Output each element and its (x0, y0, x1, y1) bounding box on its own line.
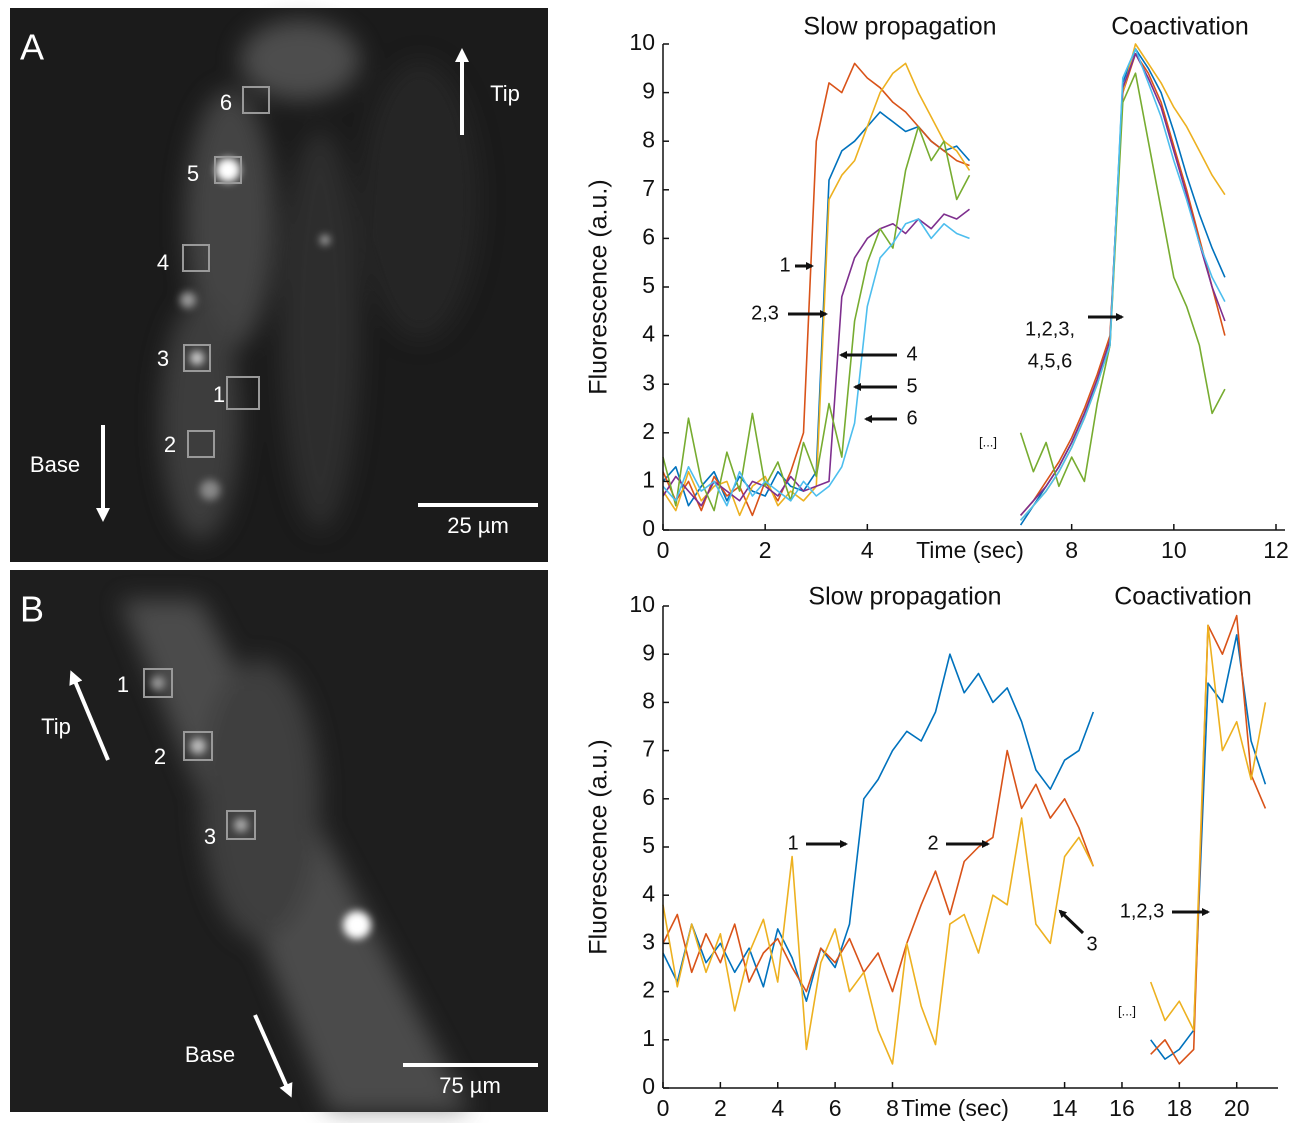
micrograph-a (10, 8, 548, 562)
roi-box (214, 156, 242, 184)
tip-label: Tip (41, 714, 71, 739)
y-tick-label: 5 (642, 272, 655, 298)
roi-label: 6 (220, 90, 232, 115)
series-line (662, 614, 1267, 1065)
scale-bar-label: 25 µm (447, 513, 509, 538)
roi-label: 3 (157, 346, 169, 371)
series-line (662, 72, 1226, 512)
y-tick-label: 4 (642, 880, 655, 906)
y-tick-label: 0 (642, 515, 655, 541)
y-tick-label: 2 (642, 977, 655, 1003)
section-title: Slow propagation (808, 583, 1001, 611)
y-tick-label: 8 (642, 126, 655, 152)
annotation-arrow (1058, 909, 1085, 935)
x-tick-label: 4 (771, 1095, 784, 1121)
y-tick-label: 1 (642, 466, 655, 492)
x-tick-label: 8 (1065, 537, 1078, 563)
x-tick-label: 14 (1052, 1095, 1078, 1121)
annotation: 2 (927, 832, 938, 854)
y-tick-label: 3 (642, 369, 655, 395)
x-axis-label: Time (sec) (901, 1095, 1009, 1121)
roi-box (183, 344, 211, 372)
x-tick-label: 10 (1161, 537, 1187, 563)
y-axis-label: Fluorescence (a.u.) (585, 179, 613, 394)
micrograph-b (10, 570, 548, 1112)
y-tick-label: 9 (642, 639, 655, 665)
base-label: Base (30, 452, 80, 477)
roi-label: 4 (157, 250, 169, 275)
annotation: [...] (979, 434, 997, 449)
y-tick-label: 0 (642, 1073, 655, 1099)
panel-letter: B (20, 589, 44, 630)
x-tick-label: 8 (886, 1095, 899, 1121)
y-tick-label: 9 (642, 78, 655, 104)
y-tick-label: 3 (642, 928, 655, 954)
annotation: 1,2,3, (1025, 318, 1075, 340)
roi-label: 3 (204, 824, 216, 849)
base-arrow (253, 1014, 293, 1098)
micrograph-overlay: A 6 5 4 3 1 2 Tip Base 25 µm (20, 27, 538, 538)
section-title: Coactivation (1114, 583, 1252, 611)
x-tick-label: 2 (714, 1095, 727, 1121)
section-title: Coactivation (1111, 13, 1249, 41)
roi-label: 2 (164, 432, 176, 457)
annotation: 6 (906, 407, 917, 429)
x-tick-label: 0 (657, 537, 670, 563)
roi-label: 5 (187, 161, 199, 186)
y-tick-label: 10 (629, 591, 655, 617)
annotation: 1 (779, 254, 790, 276)
section-title: Slow propagation (803, 13, 996, 41)
roi-label: 1 (117, 672, 129, 697)
annotation: 1 (787, 832, 798, 854)
y-tick-label: 4 (642, 321, 655, 347)
y-tick-label: 8 (642, 687, 655, 713)
x-tick-label: 0 (657, 1095, 670, 1121)
x-tick-label: 16 (1109, 1095, 1135, 1121)
annotation: 4 (906, 343, 917, 365)
y-axis-label: Fluorescence (a.u.) (585, 739, 613, 954)
roi-box (183, 731, 213, 761)
annotation: [...] (1118, 1003, 1136, 1018)
micrograph-overlay: B 1 2 3 Tip Base 75 µm (20, 589, 538, 1098)
y-tick-label: 7 (642, 736, 655, 762)
annotation: 3 (1086, 933, 1097, 955)
y-tick-label: 5 (642, 832, 655, 858)
x-tick-label: 18 (1167, 1095, 1193, 1121)
y-tick-label: 1 (642, 1025, 655, 1051)
y-tick-label: 10 (629, 29, 655, 55)
panel-letter: A (20, 27, 44, 68)
series-line (662, 48, 1226, 526)
annotation: 1,2,3 (1120, 900, 1164, 922)
tip-label: Tip (490, 81, 520, 106)
annotation: 5 (906, 375, 917, 397)
tip-arrow (69, 670, 110, 761)
y-tick-label: 2 (642, 418, 655, 444)
roi-box (187, 430, 215, 458)
roi-box (226, 376, 260, 410)
x-tick-label: 20 (1224, 1095, 1250, 1121)
series-line (662, 48, 1226, 521)
y-tick-label: 7 (642, 175, 655, 201)
scale-bar-label: 75 µm (439, 1073, 501, 1098)
x-tick-label: 12 (1263, 537, 1289, 563)
annotation: 2,3 (751, 302, 779, 324)
base-label: Base (185, 1042, 235, 1067)
roi-box (226, 810, 256, 840)
series-line (662, 624, 1267, 1065)
roi-box (242, 86, 270, 114)
roi-label: 1 (213, 382, 225, 407)
series-line (662, 634, 1267, 1060)
x-tick-label: 4 (861, 537, 874, 563)
x-axis-label: Time (sec) (916, 537, 1024, 563)
y-tick-label: 6 (642, 223, 655, 249)
x-tick-label: 6 (829, 1095, 842, 1121)
roi-label: 2 (154, 744, 166, 769)
x-tick-label: 2 (759, 537, 772, 563)
roi-box (182, 244, 210, 272)
roi-box (143, 668, 173, 698)
y-tick-label: 6 (642, 784, 655, 810)
annotation: 4,5,6 (1028, 350, 1072, 372)
